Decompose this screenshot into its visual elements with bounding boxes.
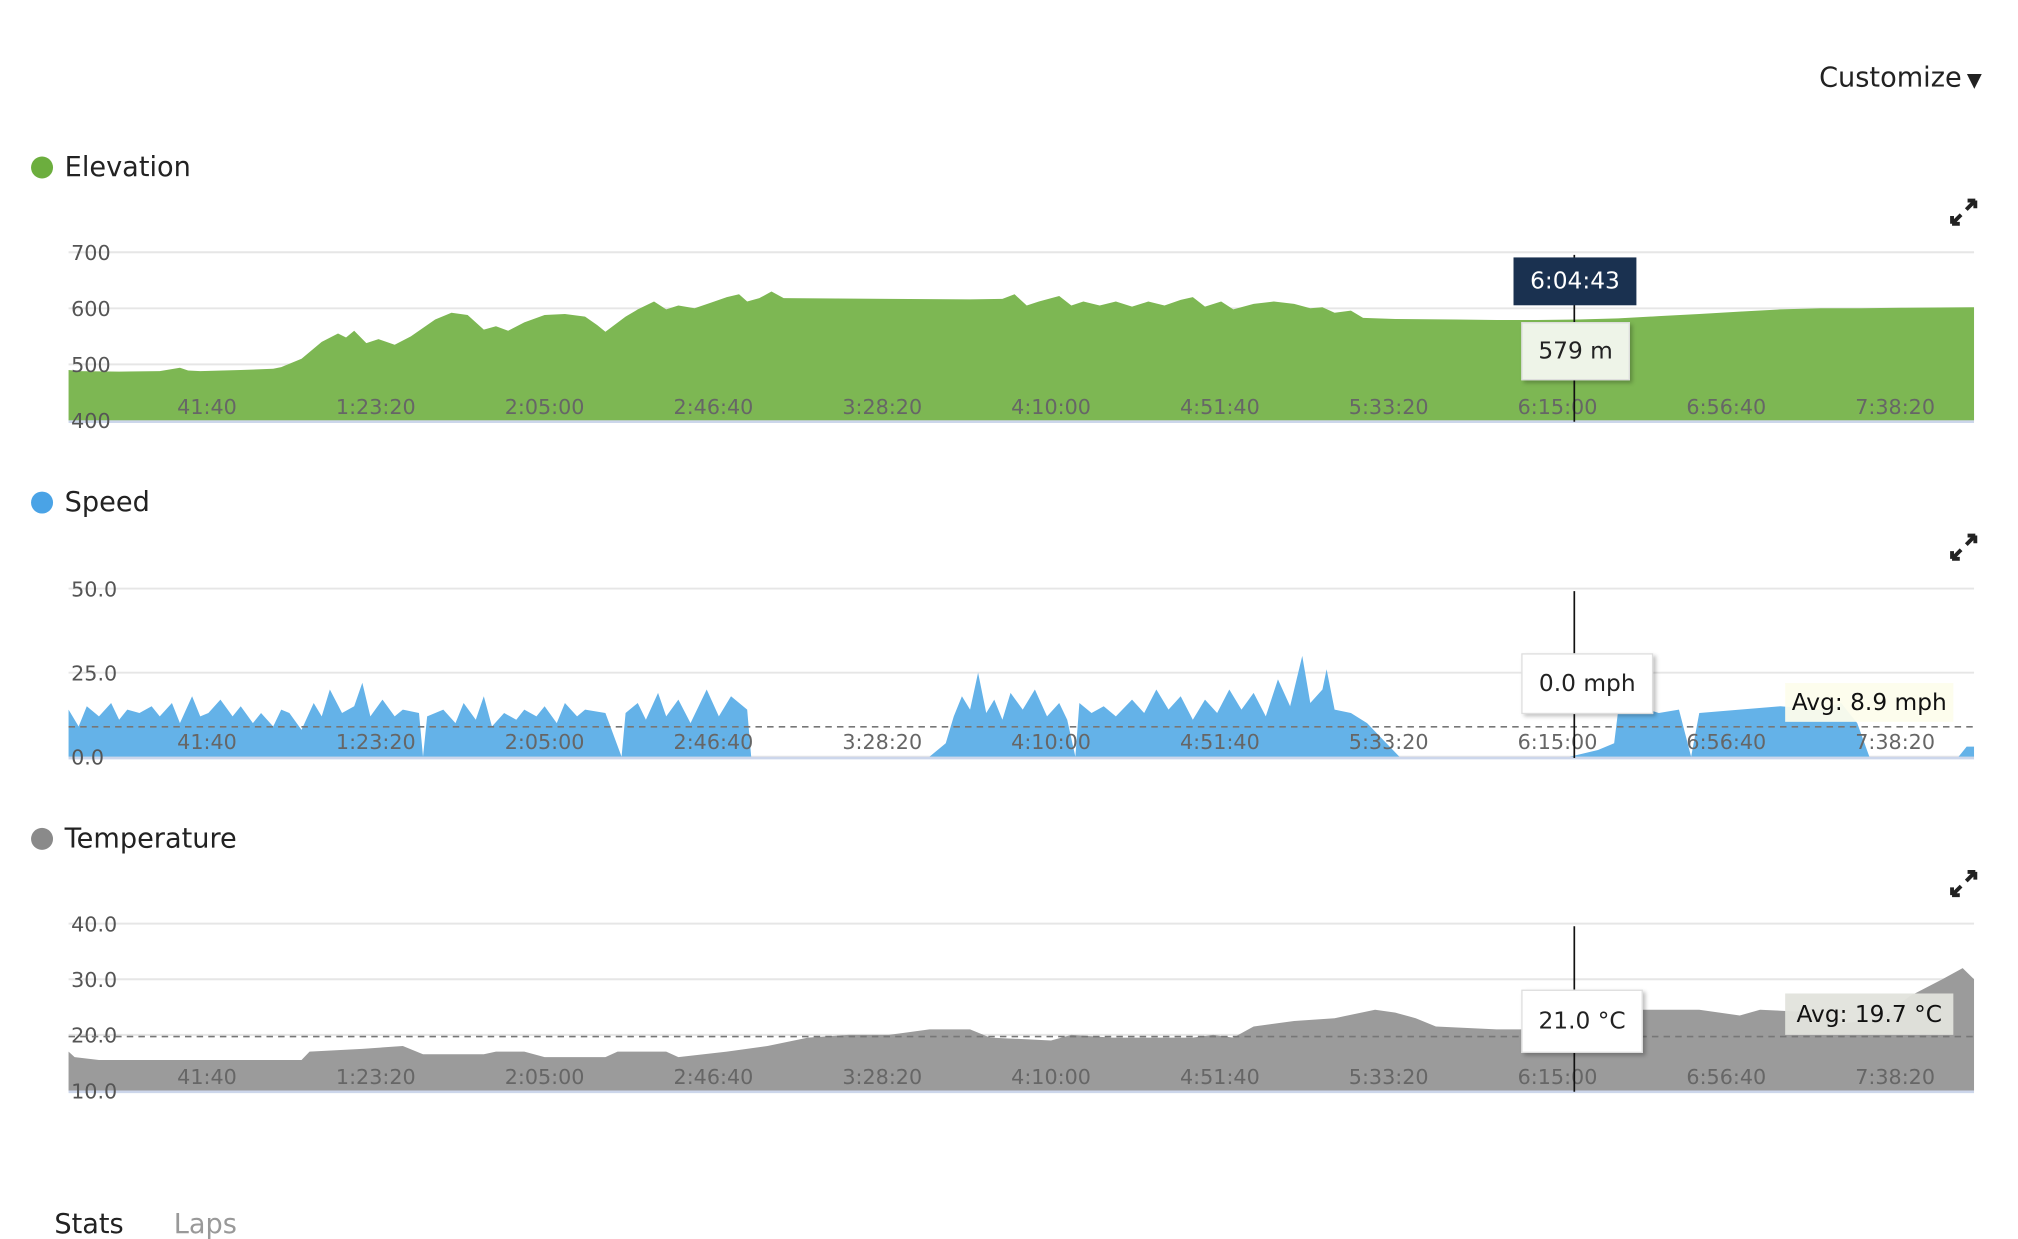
temperature-x-tick-label: 7:38:20 [1855, 1065, 1935, 1089]
speed-x-tick-label: 2:05:00 [505, 730, 585, 754]
speed-x-tick-label: 41:40 [177, 730, 237, 754]
speed-area [68, 655, 1975, 757]
expand-speed-icon[interactable] [1948, 532, 1979, 563]
temperature-y-tick-label: 30.0 [71, 968, 117, 992]
tab-stats[interactable]: Stats [54, 1208, 124, 1239]
speed-y-tick-label: 50.0 [71, 577, 117, 601]
speed-x-tick-label: 4:51:40 [1180, 730, 1260, 754]
elevation-title-text: Elevation [64, 151, 191, 183]
elevation-x-tick-label: 2:46:40 [674, 395, 754, 419]
elevation-x-tick-label: 41:40 [177, 395, 237, 419]
cursor-time-tooltip: 6:04:43 [1513, 257, 1637, 306]
speed-average-label: Avg: 8.9 mph [1785, 683, 1954, 722]
elevation-y-tick-label: 400 [71, 409, 110, 433]
elevation-x-tick-label: 6:15:00 [1518, 395, 1598, 419]
temperature-x-tick-label: 41:40 [177, 1065, 237, 1089]
temperature-area [68, 968, 1975, 1091]
elevation-x-tick-label: 4:10:00 [1011, 395, 1091, 419]
temperature-title-text: Temperature [64, 822, 237, 854]
elevation-area [68, 291, 1975, 421]
elevation-x-tick-label: 2:05:00 [505, 395, 585, 419]
temperature-y-tick-label: 20.0 [71, 1024, 117, 1048]
temperature-legend-dot [31, 827, 54, 850]
temperature-x-tick-label: 2:46:40 [674, 1065, 754, 1089]
speed-title-text: Speed [64, 486, 150, 518]
elevation-y-tick-label: 600 [71, 297, 110, 321]
temperature-x-tick-label: 6:15:00 [1518, 1065, 1598, 1089]
expand-elevation-icon[interactable] [1948, 197, 1979, 228]
speed-tooltip: 0.0 mph [1521, 653, 1654, 715]
speed-legend-dot [31, 490, 54, 513]
speed-y-tick-label: 25.0 [71, 661, 117, 685]
elevation-y-tick-label: 700 [71, 241, 110, 265]
temperature-title: Temperature [31, 823, 237, 854]
temperature-y-tick-label: 40.0 [71, 912, 117, 936]
temperature-x-tick-label: 3:28:20 [842, 1065, 922, 1089]
bottom-tabs: Stats Laps [54, 1208, 278, 1239]
temperature-average-label: Avg: 19.7 °C [1785, 993, 1954, 1035]
speed-x-tick-label: 5:33:20 [1349, 730, 1429, 754]
temperature-y-tick-label: 10.0 [71, 1079, 117, 1103]
elevation-x-tick-label: 6:56:40 [1686, 395, 1766, 419]
elevation-title: Elevation [31, 151, 191, 182]
speed-x-tick-label: 1:23:20 [336, 730, 416, 754]
elevation-x-tick-label: 4:51:40 [1180, 395, 1260, 419]
tab-laps[interactable]: Laps [173, 1208, 237, 1239]
temperature-x-tick-label: 4:10:00 [1011, 1065, 1091, 1089]
speed-y-tick-label: 0.0 [71, 746, 104, 770]
temperature-x-tick-label: 5:33:20 [1349, 1065, 1429, 1089]
elevation-legend-dot [31, 155, 54, 178]
speed-title: Speed [31, 486, 150, 517]
speed-x-tick-label: 3:28:20 [842, 730, 922, 754]
elevation-x-tick-label: 1:23:20 [336, 395, 416, 419]
caret-down-icon: ▼ [1966, 68, 1982, 92]
temperature-x-tick-label: 2:05:00 [505, 1065, 585, 1089]
temperature-x-tick-label: 4:51:40 [1180, 1065, 1260, 1089]
elevation-x-tick-label: 7:38:20 [1855, 395, 1935, 419]
elevation-y-tick-label: 500 [71, 353, 110, 377]
temperature-x-tick-label: 1:23:20 [336, 1065, 416, 1089]
expand-temperature-icon[interactable] [1948, 868, 1979, 899]
elevation-x-tick-label: 3:28:20 [842, 395, 922, 419]
speed-x-tick-label: 4:10:00 [1011, 730, 1091, 754]
elevation-x-tick-label: 5:33:20 [1349, 395, 1429, 419]
customize-label: Customize [1819, 62, 1962, 94]
speed-x-tick-label: 6:56:40 [1686, 730, 1766, 754]
elevation-tooltip: 579 m [1521, 322, 1630, 381]
speed-x-tick-label: 7:38:20 [1855, 730, 1935, 754]
temperature-x-tick-label: 6:56:40 [1686, 1065, 1766, 1089]
speed-x-tick-label: 6:15:00 [1518, 730, 1598, 754]
speed-x-tick-label: 2:46:40 [674, 730, 754, 754]
temperature-tooltip: 21.0 °C [1521, 989, 1643, 1053]
customize-dropdown[interactable]: Customize ▼ [1819, 62, 1982, 93]
